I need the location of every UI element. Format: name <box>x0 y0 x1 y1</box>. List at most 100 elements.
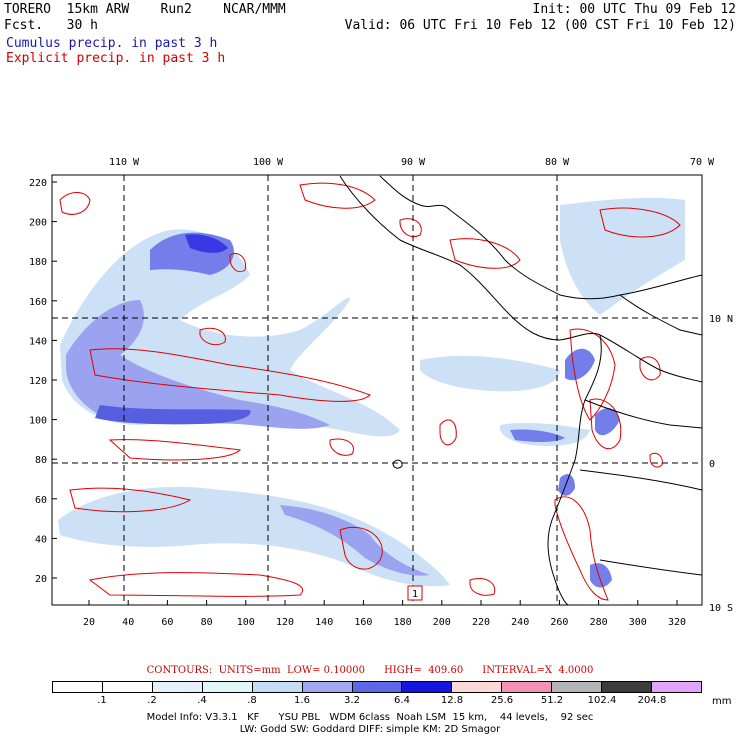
bottom-grid-label: 80 <box>201 617 213 628</box>
cumulus-coast-b <box>595 408 620 436</box>
left-grid-label: 200 <box>29 218 47 229</box>
left-grid-label: 140 <box>29 336 47 347</box>
colorbar-label: 12.8 <box>440 695 464 706</box>
colorbar-cell <box>652 682 701 692</box>
colorbar-cell <box>502 682 553 692</box>
colorbar-label: 6.4 <box>394 695 410 706</box>
colorbar-label: 3.2 <box>344 695 360 706</box>
explicit-contour-scatter3 <box>469 578 496 596</box>
bottom-grid-label: 320 <box>668 617 686 628</box>
right-lat-label-10n: 10 N <box>709 314 733 325</box>
explicit-contour-ne4 <box>649 452 663 468</box>
cumulus-coast-d <box>558 474 575 496</box>
colorbar-label: 51.2 <box>540 695 564 706</box>
bottom-grid-label: 100 <box>237 617 255 628</box>
top-lon-label-80w: 80 W <box>545 157 570 168</box>
left-grid-label: 160 <box>29 297 47 308</box>
explicit-contour-nw <box>59 192 91 215</box>
bottom-grid-label: 220 <box>472 617 490 628</box>
coastline-south-america <box>547 334 602 606</box>
explicit-contour-ne1 <box>449 238 521 269</box>
explicit-contour-scatter1 <box>199 327 226 346</box>
axis-ticks <box>52 181 678 605</box>
left-grid-label: 60 <box>35 495 47 506</box>
left-grid-label: 100 <box>29 416 47 427</box>
left-grid-label: 220 <box>29 178 47 189</box>
footer-physics-info: LW: Godd SW: Goddard DIFF: simple KM: 2D… <box>239 724 501 735</box>
colorbar-label: 1.6 <box>294 695 310 706</box>
top-lon-label-110w: 110 W <box>109 157 140 168</box>
left-grid-label: 120 <box>29 376 47 387</box>
bottom-grid-labels: 20 40 60 80 100 120 140 160 180 200 220 240 260 280 30… <box>83 617 686 628</box>
footer-model-info: Model Info: V3.3.1 KF YSU PBL WDM 6class… <box>146 712 594 723</box>
explicit-contour-mid1 <box>89 348 371 402</box>
left-grid-label: 80 <box>35 455 47 466</box>
bottom-grid-label: 180 <box>394 617 412 628</box>
colorbar-labels: .1 .2 .4 .8 1.6 3.2 6.4 12.8 25.6 51.2 102.4 204.8 <box>52 695 702 707</box>
lat-lon-grid <box>52 175 702 605</box>
galapagos-islands <box>392 459 403 469</box>
colorbar-cell <box>552 682 603 692</box>
top-lon-label-70w: 70 W <box>690 157 715 168</box>
bottom-grid-label: 260 <box>550 617 568 628</box>
bottom-grid-label: 40 <box>122 617 134 628</box>
colorbar-cell <box>152 682 203 692</box>
border-line-3 <box>579 469 703 491</box>
left-grid-label: 40 <box>35 534 47 545</box>
border-line-2 <box>584 399 703 429</box>
cumulus-precip-layer <box>58 197 685 588</box>
explicit-contour-mid2 <box>108 439 242 461</box>
bottom-grid-label: 20 <box>83 617 95 628</box>
colorbar-cell <box>252 682 303 692</box>
colorbar-cell <box>302 682 353 692</box>
bottom-grid-label: 140 <box>315 617 333 628</box>
colorbar-label: 204.8 <box>637 695 667 706</box>
colorbar-label: .8 <box>247 695 257 706</box>
cumulus-ne <box>560 197 685 315</box>
border-line-1 <box>599 334 703 383</box>
colorbar-label: 102.4 <box>587 695 617 706</box>
bottom-grid-label: 160 <box>354 617 372 628</box>
axis-labels: 110 W 100 W 90 W 80 W 70 W 10 N 0 10 S <box>109 157 733 614</box>
header-title: TORERO 15km ARW Run2 NCAR/MMM <box>4 2 286 17</box>
coastline-central-america <box>339 175 601 341</box>
left-grid-labels: 220 200 180 160 140 120 100 80 60 40 20 <box>29 178 47 585</box>
legend-explicit-label: Explicit precip. in past 3 h <box>6 51 226 66</box>
coastline-layer <box>339 175 703 606</box>
left-grid-label: 20 <box>35 574 47 585</box>
explicit-contour-scatter2 <box>329 438 354 456</box>
colorbar-unit: mm <box>712 696 732 707</box>
explicit-contour-south2 <box>88 572 303 597</box>
explicit-contour-blob1 <box>229 253 247 273</box>
colorbar-label: .2 <box>147 695 157 706</box>
bottom-grid-label: 60 <box>161 617 173 628</box>
colorbar-cell <box>402 682 453 692</box>
colorbar-cell <box>202 682 253 692</box>
colorbar-cell <box>102 682 153 692</box>
header-valid-time: Valid: 06 UTC Fri 10 Feb 12 (00 CST Fri … <box>344 18 736 33</box>
bottom-grid-label: 300 <box>629 617 647 628</box>
top-lon-label-100w: 100 W <box>253 157 284 168</box>
explicit-contour-north <box>299 182 376 209</box>
bottom-grid-label: 120 <box>276 617 294 628</box>
colorbar <box>52 681 702 693</box>
left-grid-label: 180 <box>29 257 47 268</box>
marker-label: 1 <box>412 589 418 600</box>
cumulus-blob-east <box>510 429 565 443</box>
explicit-contour-south3 <box>339 526 383 570</box>
explicit-contour-galapagos <box>439 419 457 446</box>
header-init-time: Init: 00 UTC Thu 09 Feb 12 <box>532 2 737 17</box>
colorbar-label: .1 <box>97 695 107 706</box>
cumulus-blob-north-dark <box>185 234 228 253</box>
explicit-contour-coast1 <box>569 328 616 421</box>
cumulus-band-south-core <box>280 505 430 576</box>
explicit-contour-coast3 <box>554 496 609 601</box>
explicit-precip-layer <box>59 182 681 601</box>
marker-box <box>407 585 423 601</box>
colorbar-cell <box>452 682 503 692</box>
cumulus-band-north-core <box>66 300 330 429</box>
cumulus-band-mid <box>420 355 560 392</box>
bottom-grid-label: 200 <box>433 617 451 628</box>
right-lat-label-0: 0 <box>709 459 715 470</box>
